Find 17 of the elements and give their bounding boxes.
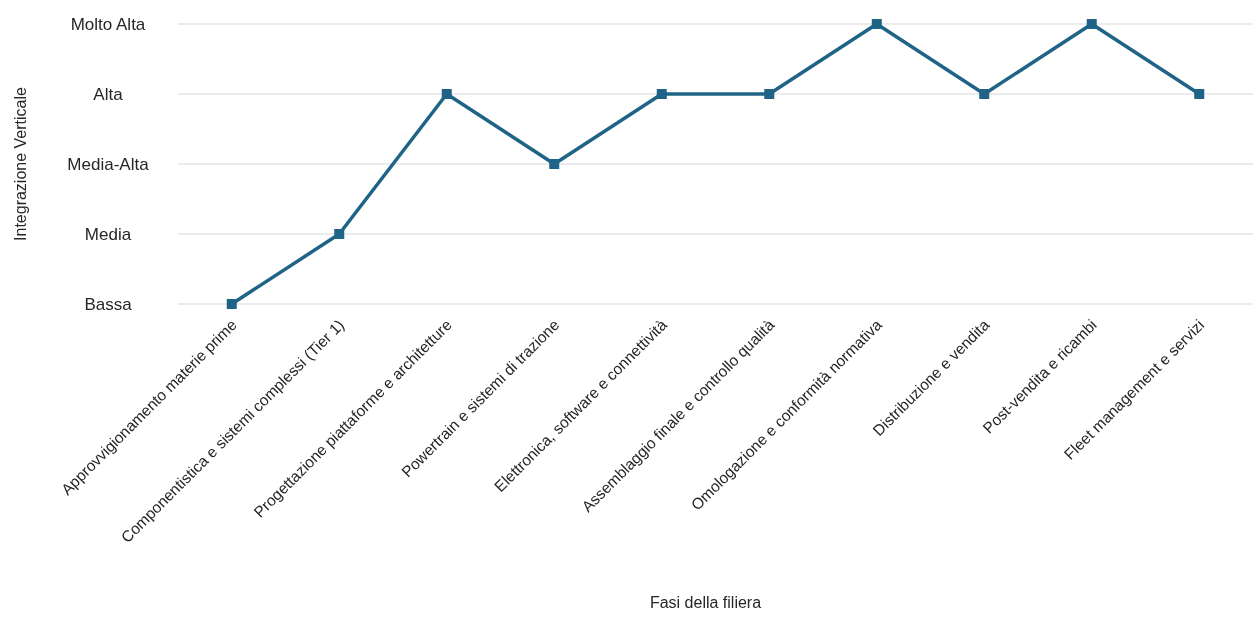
point (764, 89, 775, 99)
point (441, 89, 452, 99)
category-label: Molto Alta (70, 14, 146, 34)
x-axis-title: Fasi della filiera (649, 594, 762, 611)
point (1194, 89, 1205, 99)
y-axis-title: Integrazione Verticale (12, 86, 29, 241)
category-label: Media-Alta (67, 154, 149, 174)
point (549, 159, 560, 169)
category-label: Media (84, 224, 132, 244)
point (226, 299, 237, 309)
category-label: Alta (93, 84, 123, 104)
point (871, 19, 882, 29)
point (334, 229, 345, 239)
point (979, 89, 990, 99)
point (656, 89, 667, 99)
category-label: Bassa (84, 294, 132, 314)
point (1086, 19, 1097, 29)
